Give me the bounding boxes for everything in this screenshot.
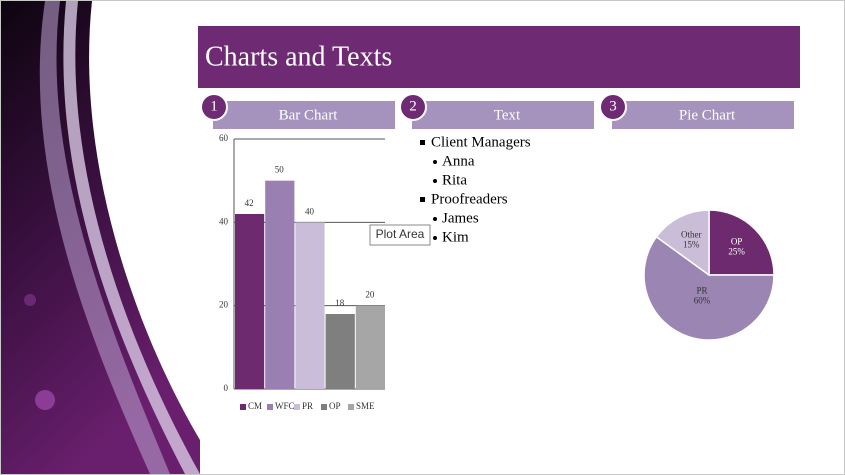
legend-label: CM xyxy=(248,401,262,411)
title-bar xyxy=(198,26,800,88)
bar xyxy=(235,214,265,389)
data-label: 18 xyxy=(335,298,345,308)
section-number: 1 xyxy=(210,98,218,114)
data-label: 42 xyxy=(245,198,254,208)
sub-item: James xyxy=(442,210,479,226)
section-headers: Bar Chart 1 Text 2 Pie Chart 3 xyxy=(200,93,794,129)
data-label: 40 xyxy=(305,206,315,216)
slice-value: 25% xyxy=(728,246,745,256)
pie-slice xyxy=(643,235,775,341)
y-tick-label: 20 xyxy=(219,300,229,310)
legend-label: WFC xyxy=(275,401,295,411)
bar xyxy=(295,222,325,389)
bar xyxy=(325,314,355,389)
slice-name: PR xyxy=(696,286,707,296)
section-bar xyxy=(412,101,594,129)
section-badge xyxy=(200,93,228,121)
bullet xyxy=(420,197,425,202)
section-bar xyxy=(213,101,395,129)
sub-item: Kim xyxy=(442,229,469,245)
sub-bullet xyxy=(433,160,437,164)
legend-swatch xyxy=(267,404,273,410)
bullet xyxy=(420,140,425,145)
legend-label: OP xyxy=(329,401,341,411)
data-label: 50 xyxy=(275,165,285,175)
section-number: 2 xyxy=(409,98,417,114)
section-label: Text xyxy=(494,107,521,123)
sub-item: Rita xyxy=(442,172,467,188)
legend-label: PR xyxy=(302,401,313,411)
section-label: Pie Chart xyxy=(679,107,736,123)
tooltip: Plot Area xyxy=(376,227,425,241)
slide-title: Charts and Texts xyxy=(205,41,392,72)
legend-label: SME xyxy=(356,401,375,411)
section-label: Bar Chart xyxy=(279,107,339,123)
slice-value: 15% xyxy=(683,239,700,249)
list-item: Client Managers xyxy=(431,134,531,150)
slice-value: 60% xyxy=(694,296,711,306)
legend-swatch xyxy=(348,404,354,410)
legend-swatch xyxy=(294,404,300,410)
section-number: 3 xyxy=(609,98,617,114)
section-badge xyxy=(399,93,427,121)
slice-name: OP xyxy=(731,236,743,246)
decoration xyxy=(1,1,200,474)
legend-swatch xyxy=(240,404,246,410)
tooltip-box xyxy=(369,224,431,246)
bar xyxy=(265,180,295,389)
bar xyxy=(355,305,385,389)
sub-item: Anna xyxy=(442,153,475,169)
slice-name: Other xyxy=(681,229,702,239)
legend-swatch xyxy=(321,404,327,410)
sub-bullet xyxy=(433,217,437,221)
y-tick-label: 60 xyxy=(219,133,229,143)
text-list: Client Managers Anna Rita Proofreaders James… xyxy=(420,134,531,245)
section-bar xyxy=(612,101,794,129)
list-item: Proofreaders xyxy=(431,191,508,207)
pie-slice xyxy=(708,209,775,276)
sub-bullet xyxy=(433,236,437,240)
data-label: 20 xyxy=(365,290,375,300)
y-tick-label: 0 xyxy=(224,383,229,393)
sub-bullet xyxy=(433,179,437,183)
pie-slice xyxy=(655,209,710,277)
section-badge xyxy=(599,93,627,121)
charts: 020406042CM50WFC40PR18OP20SMEOP25%PR60%O… xyxy=(219,133,775,411)
y-tick-label: 40 xyxy=(219,216,229,226)
